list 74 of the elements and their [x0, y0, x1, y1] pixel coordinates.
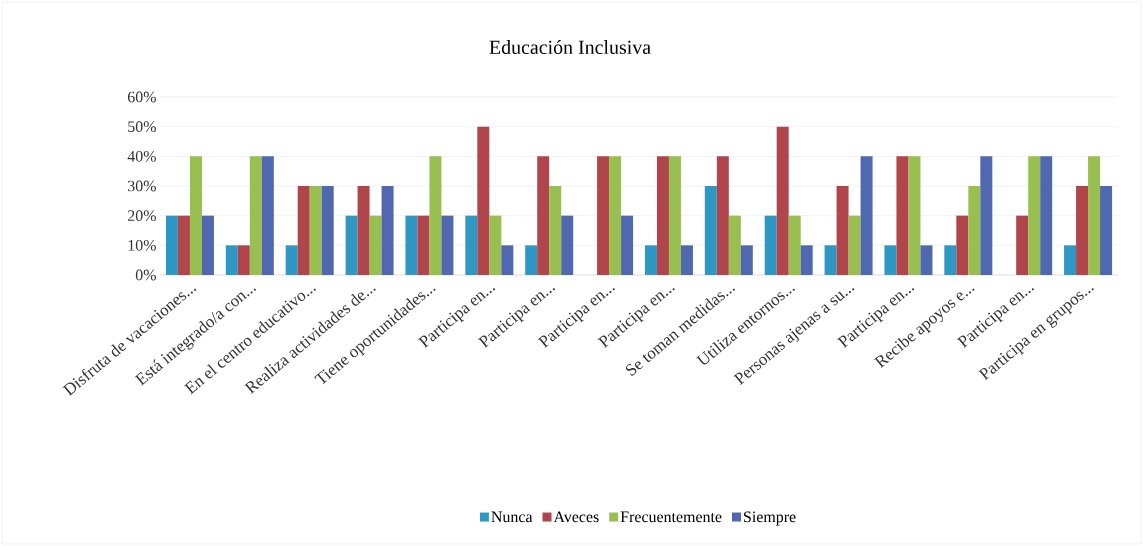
- bar: [800, 245, 813, 275]
- bar: [201, 215, 214, 275]
- legend-label: Aveces: [553, 511, 599, 523]
- bar: [369, 215, 382, 275]
- bar: [836, 185, 849, 275]
- bar: [477, 126, 490, 275]
- bar: [237, 245, 250, 275]
- bar: [261, 156, 274, 275]
- bar: [429, 156, 442, 275]
- bar: [177, 215, 190, 275]
- bar: [549, 185, 562, 275]
- bar: [668, 156, 681, 275]
- bar: [345, 215, 358, 275]
- bar: [525, 245, 538, 275]
- bar: [1028, 156, 1041, 275]
- bar: [956, 215, 969, 275]
- bar: [225, 245, 238, 275]
- bar: [920, 245, 933, 275]
- bar: [501, 245, 514, 275]
- bar: [860, 156, 873, 275]
- bar: [1076, 185, 1089, 275]
- bar: [656, 156, 669, 275]
- bar: [165, 215, 178, 275]
- bar: [321, 185, 334, 275]
- y-tick-label: 60%: [127, 91, 156, 103]
- bar: [968, 185, 981, 275]
- bar: [1100, 185, 1113, 275]
- bar: [609, 156, 622, 275]
- bar: [728, 215, 741, 275]
- bar: [788, 215, 801, 275]
- legend-label: Nunca: [491, 511, 533, 523]
- bar: [309, 185, 322, 275]
- bar: [189, 156, 202, 275]
- bar: [764, 215, 777, 275]
- y-tick-label: 10%: [128, 239, 156, 251]
- bar: [561, 215, 574, 275]
- bar: [884, 245, 897, 275]
- bar: [489, 215, 502, 275]
- bar: [441, 215, 454, 275]
- bar: [285, 245, 298, 275]
- chart-title: Educación Inclusiva: [489, 39, 651, 55]
- bar: [848, 215, 861, 275]
- bar: [1016, 215, 1029, 275]
- bar: [381, 185, 394, 275]
- bar: [597, 156, 610, 275]
- bar: [1088, 156, 1101, 275]
- bar: [405, 215, 418, 275]
- bar: [644, 245, 657, 275]
- bar: [896, 156, 909, 275]
- y-tick-label: 40%: [127, 150, 156, 162]
- bar: [908, 156, 921, 275]
- bar: [980, 156, 993, 275]
- bar: [776, 126, 789, 275]
- bar: [621, 215, 634, 275]
- y-tick-label: 50%: [128, 121, 156, 133]
- bar: [357, 185, 370, 275]
- bar: [740, 245, 753, 275]
- bar: [249, 156, 262, 275]
- legend-label: Frecuentemente: [620, 511, 722, 523]
- bar: [417, 215, 430, 275]
- y-tick-label: 0%: [135, 269, 156, 281]
- bar: [465, 215, 478, 275]
- bar: [1040, 156, 1053, 275]
- y-tick-label: 30%: [128, 180, 156, 192]
- bar: [824, 245, 837, 275]
- bar: [716, 156, 729, 275]
- bar: [680, 245, 693, 275]
- bar: [704, 185, 717, 275]
- legend-label: Siempre: [744, 511, 796, 526]
- bar: [1064, 245, 1077, 275]
- y-tick-label: 20%: [127, 210, 156, 222]
- bar: [297, 185, 310, 275]
- bar: [537, 156, 550, 275]
- bar: [944, 245, 957, 275]
